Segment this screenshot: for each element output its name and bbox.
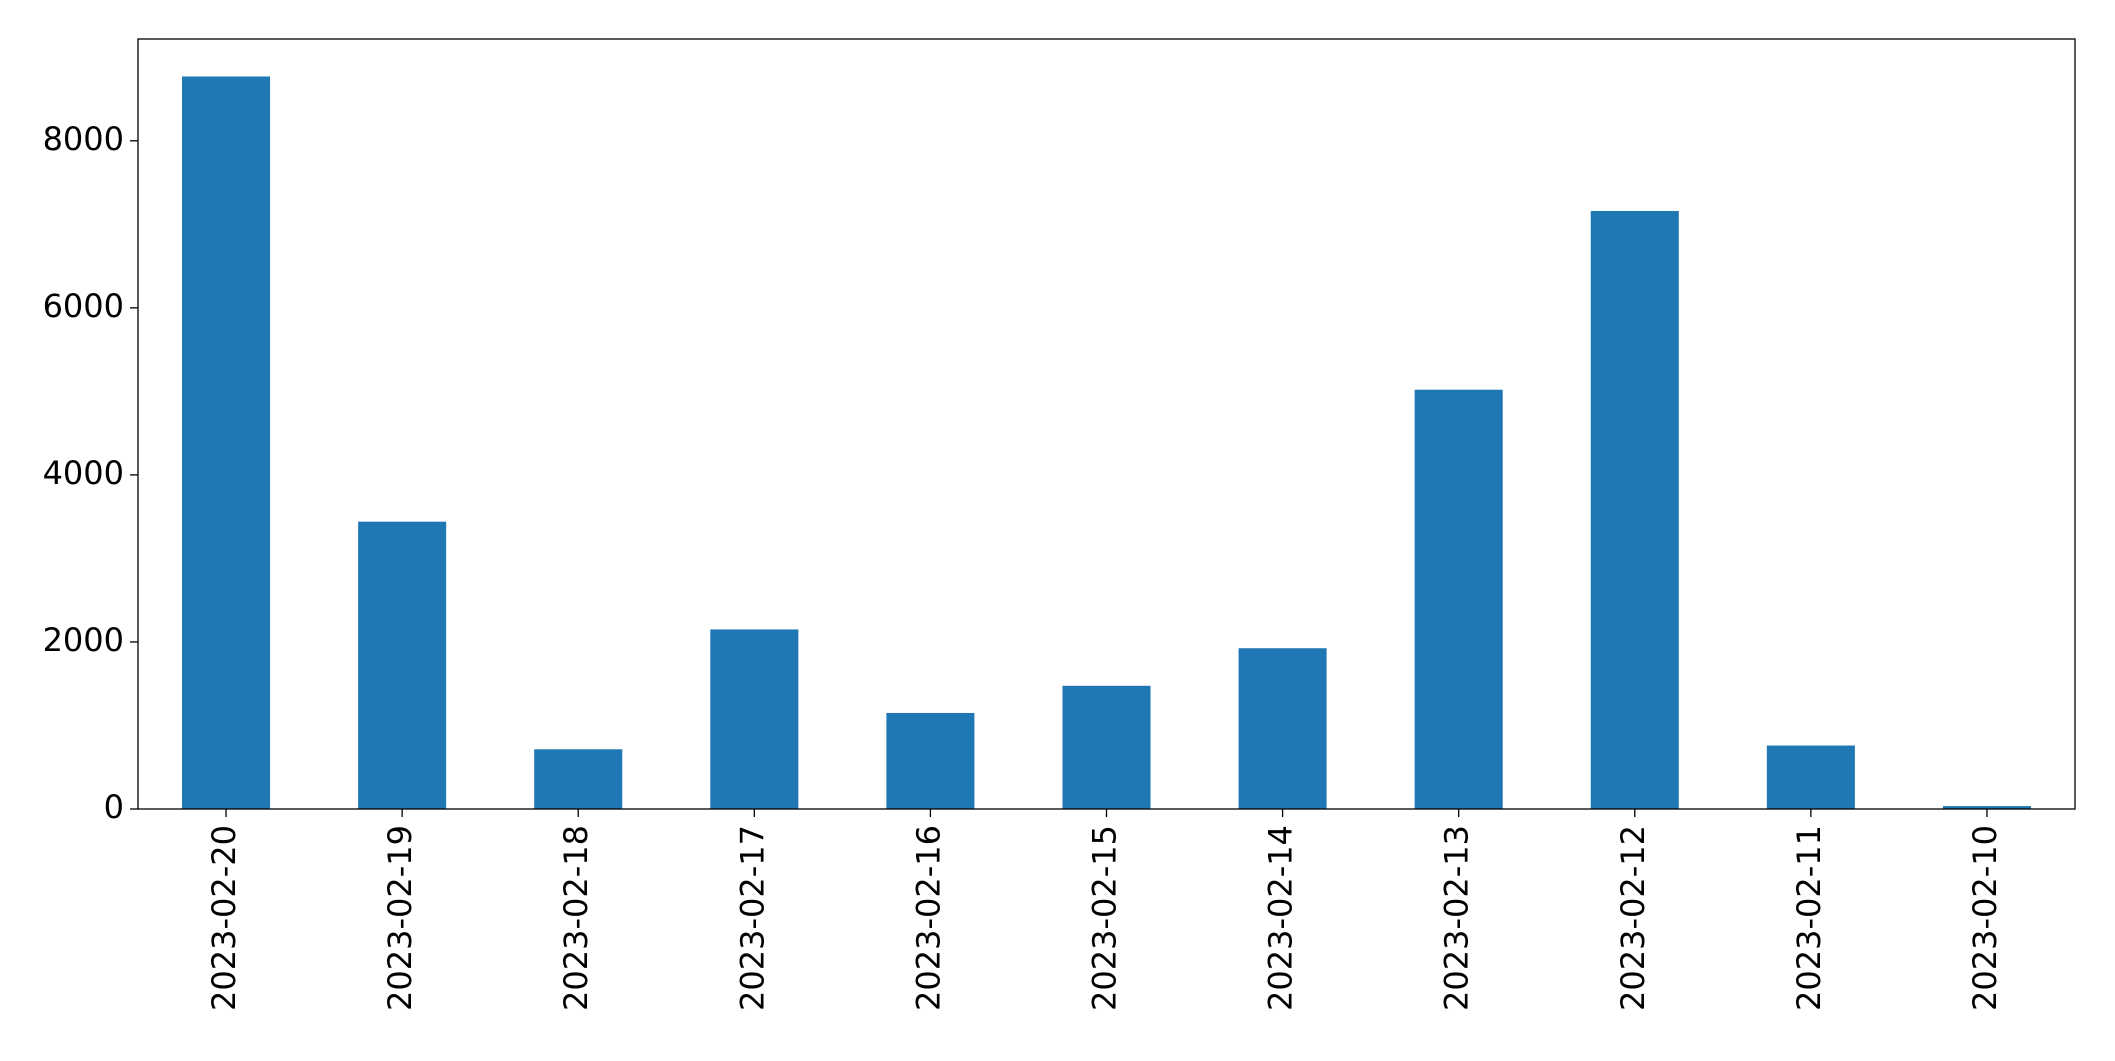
bar — [1766, 745, 1855, 809]
x-tick-label: 2023-02-11 — [1790, 825, 1828, 1011]
bar — [1590, 210, 1679, 809]
bar — [1062, 685, 1151, 809]
x-tick-label: 2023-02-12 — [1614, 825, 1652, 1011]
y-tick-label: 4000 — [43, 454, 124, 492]
bar — [1414, 389, 1503, 809]
x-tick-label: 2023-02-10 — [1966, 825, 2004, 1011]
x-tick-label: 2023-02-19 — [381, 825, 419, 1011]
x-tick-label: 2023-02-15 — [1086, 825, 1124, 1011]
bar — [886, 712, 975, 809]
bar — [182, 76, 271, 810]
x-tick-label: 2023-02-16 — [909, 825, 947, 1011]
bar — [1238, 648, 1327, 809]
y-tick-label: 8000 — [43, 120, 124, 158]
bar — [1942, 806, 2031, 809]
x-tick-label: 2023-02-14 — [1262, 825, 1300, 1011]
x-tick-label: 2023-02-13 — [1438, 825, 1476, 1011]
bar — [710, 629, 799, 809]
y-tick-label: 2000 — [43, 621, 124, 659]
plot-frame — [137, 38, 2076, 810]
bar — [534, 749, 623, 809]
x-tick-label: 2023-02-17 — [733, 825, 771, 1011]
bar — [358, 521, 447, 809]
x-tick-label: 2023-02-18 — [557, 825, 595, 1011]
y-tick-label: 6000 — [43, 287, 124, 325]
x-tick-label: 2023-02-20 — [205, 825, 243, 1011]
y-tick-label: 0 — [104, 788, 124, 826]
